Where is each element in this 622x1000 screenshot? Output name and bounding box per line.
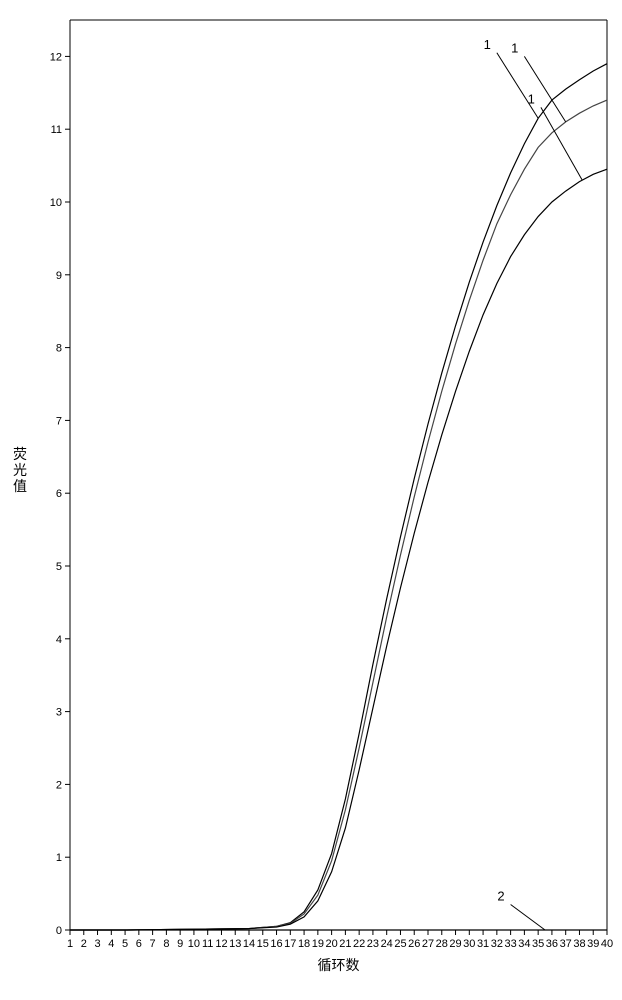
x-tick-label: 35: [532, 938, 544, 950]
x-tick-label: 14: [243, 938, 255, 950]
y-tick-label: 12: [50, 51, 62, 63]
x-tick-label: 39: [587, 938, 599, 950]
x-tick-label: 28: [436, 938, 448, 950]
x-tick-label: 9: [177, 938, 183, 950]
x-tick-label: 38: [573, 938, 585, 950]
y-tick-label: 3: [56, 707, 62, 719]
x-tick-label: 36: [546, 938, 558, 950]
x-tick-label: 37: [560, 938, 572, 950]
y-tick-label: 0: [56, 925, 62, 937]
callout-label: 2: [497, 889, 504, 904]
y-axis-title: 荧光值: [13, 446, 27, 494]
x-tick-label: 16: [270, 938, 282, 950]
x-tick-label: 21: [339, 938, 351, 950]
x-tick-label: 17: [284, 938, 296, 950]
x-tick-label: 11: [202, 938, 213, 950]
x-tick-label: 5: [122, 938, 128, 950]
callout-label: 1: [511, 40, 518, 55]
x-tick-label: 4: [108, 938, 114, 950]
x-axis-title: 循环数: [318, 957, 360, 973]
x-tick-label: 12: [215, 938, 227, 950]
y-tick-label: 4: [56, 634, 62, 646]
x-tick-label: 6: [136, 938, 142, 950]
x-tick-label: 27: [422, 938, 434, 950]
x-tick-label: 7: [150, 938, 156, 950]
y-tick-label: 5: [56, 561, 62, 573]
y-tick-label: 6: [56, 488, 62, 500]
x-tick-label: 18: [298, 938, 310, 950]
x-tick-label: 13: [229, 938, 241, 950]
x-tick-label: 32: [491, 938, 503, 950]
x-tick-label: 3: [94, 938, 100, 950]
y-tick-label: 1: [56, 852, 62, 864]
x-tick-label: 26: [408, 938, 420, 950]
x-tick-label: 24: [381, 938, 393, 950]
chart-svg: 0123456789101112123456789101112131415161…: [0, 0, 622, 1000]
x-tick-label: 30: [463, 938, 475, 950]
x-tick-label: 8: [163, 938, 169, 950]
x-tick-label: 29: [449, 938, 461, 950]
x-tick-label: 33: [504, 938, 516, 950]
x-tick-label: 34: [518, 938, 530, 950]
y-tick-label: 11: [51, 124, 62, 136]
x-tick-label: 20: [325, 938, 337, 950]
x-tick-label: 1: [67, 938, 73, 950]
y-tick-label: 10: [50, 197, 62, 209]
y-tick-label: 8: [56, 343, 62, 355]
x-tick-label: 31: [477, 938, 489, 950]
x-tick-label: 10: [188, 938, 200, 950]
callout-label: 1: [528, 91, 535, 106]
x-tick-label: 15: [257, 938, 269, 950]
y-tick-label: 7: [56, 415, 62, 427]
x-tick-label: 25: [394, 938, 406, 950]
callout-label: 1: [484, 37, 491, 52]
x-tick-label: 22: [353, 938, 365, 950]
amplification-chart: 0123456789101112123456789101112131415161…: [0, 0, 622, 1000]
y-tick-label: 9: [56, 270, 62, 282]
y-tick-label: 2: [56, 779, 62, 791]
x-tick-label: 19: [312, 938, 324, 950]
x-tick-label: 23: [367, 938, 379, 950]
x-tick-label: 2: [81, 938, 87, 950]
x-tick-label: 40: [601, 938, 613, 950]
